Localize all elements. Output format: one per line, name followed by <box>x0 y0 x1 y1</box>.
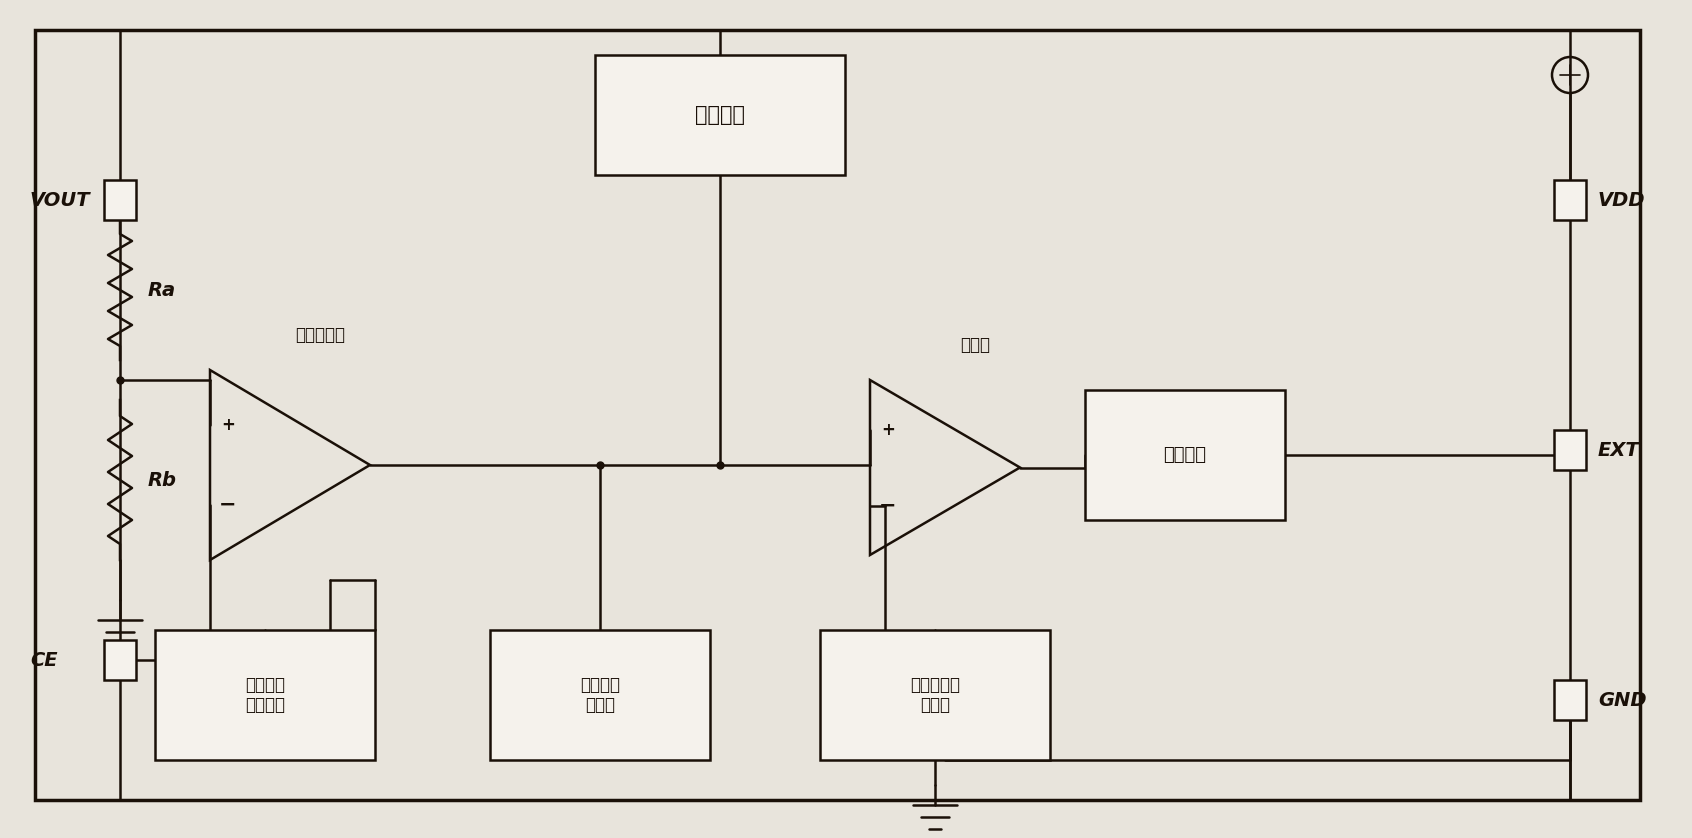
Text: 脉宽调制
控制器: 脉宽调制 控制器 <box>580 675 619 715</box>
Text: VDD: VDD <box>1597 190 1646 210</box>
Bar <box>1553 430 1585 470</box>
Text: 缓冲驱动: 缓冲驱动 <box>1164 446 1206 464</box>
Text: 误差放大器: 误差放大器 <box>294 326 345 344</box>
Text: GND: GND <box>1597 691 1646 710</box>
Bar <box>491 630 711 760</box>
Text: +: + <box>882 421 895 438</box>
Bar <box>1085 390 1284 520</box>
Bar <box>156 630 376 760</box>
Bar <box>596 55 844 175</box>
Bar <box>103 180 135 220</box>
Text: CE: CE <box>30 650 58 670</box>
Text: 相位补偿: 相位补偿 <box>695 105 744 125</box>
Text: 斜坡产生器
振荡器: 斜坡产生器 振荡器 <box>910 675 959 715</box>
Text: Rb: Rb <box>147 470 178 489</box>
Text: +: + <box>222 416 235 434</box>
Text: −: − <box>880 495 897 515</box>
Text: 比较器: 比较器 <box>959 336 990 354</box>
Bar <box>1553 180 1585 220</box>
Text: −: − <box>220 495 237 515</box>
Bar <box>821 630 1051 760</box>
Text: VOUT: VOUT <box>30 190 90 210</box>
Text: Ra: Ra <box>147 281 176 299</box>
Text: EXT: EXT <box>1597 441 1640 459</box>
Bar <box>1553 680 1585 720</box>
Text: 启动电路
基准电路: 启动电路 基准电路 <box>245 675 284 715</box>
Bar <box>103 640 135 680</box>
